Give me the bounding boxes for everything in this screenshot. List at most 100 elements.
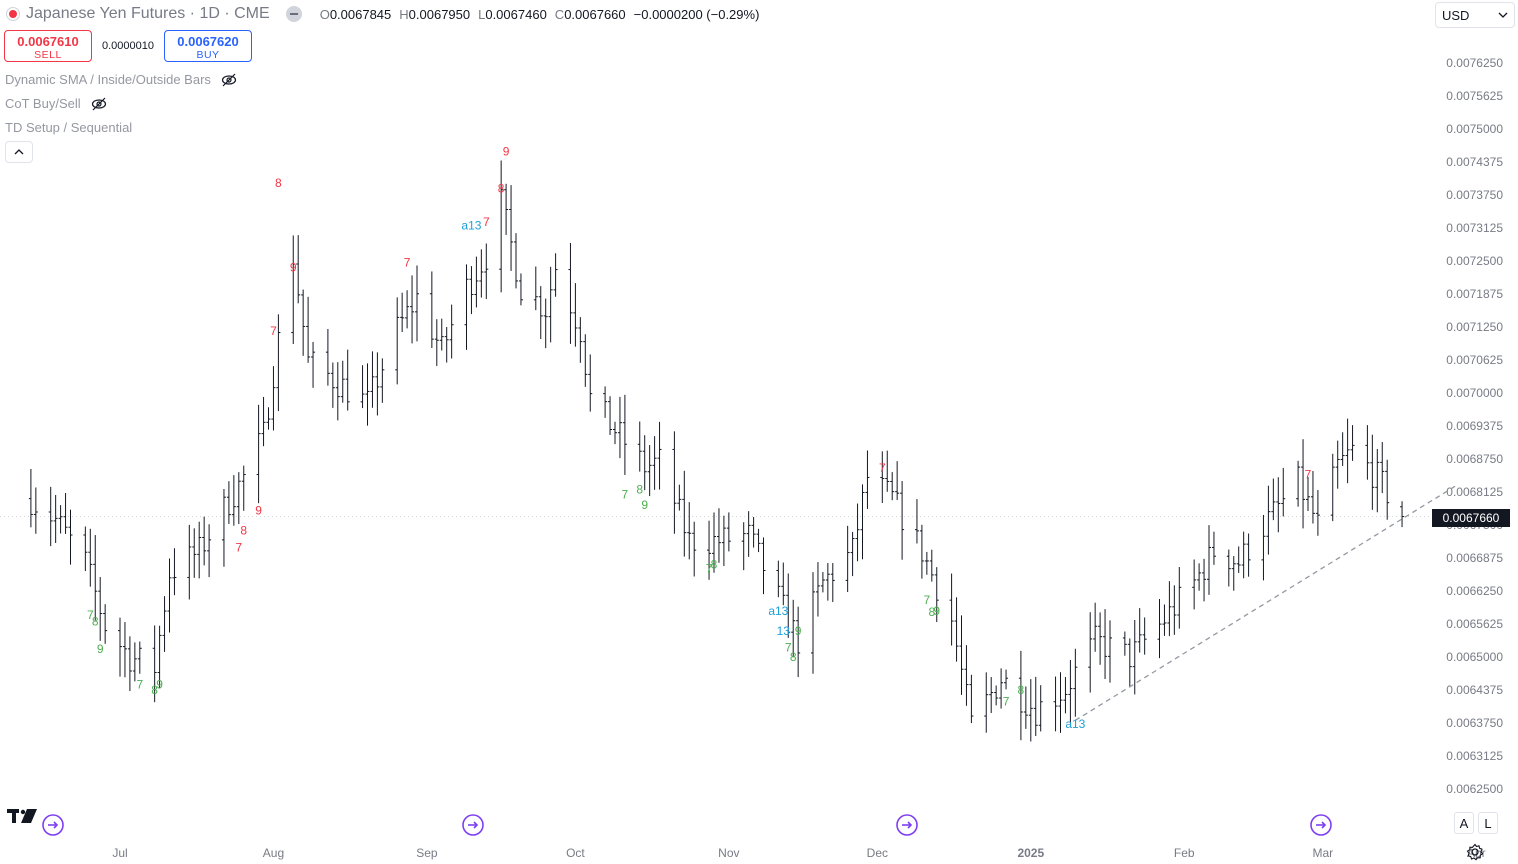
ohlc-bar xyxy=(63,493,68,534)
ohlc-bar xyxy=(1162,604,1167,636)
td-count-label: a13 xyxy=(461,218,481,232)
ohlc-bar xyxy=(726,512,731,552)
ohlc-bar xyxy=(1350,425,1355,461)
ohlc-bar xyxy=(405,290,410,329)
ohlc-bar xyxy=(949,573,954,646)
indicator-td-sequential[interactable]: TD Setup / Sequential xyxy=(5,120,132,135)
ohlc-bar xyxy=(509,185,514,271)
ohlc-bar xyxy=(469,266,474,315)
indicator-cot-buy-sell[interactable]: CoT Buy/Sell xyxy=(5,96,107,111)
collapse-legend-icon[interactable] xyxy=(285,6,302,22)
indicator-dynamic-sma[interactable]: Dynamic SMA / Inside/Outside Bars xyxy=(5,72,237,87)
ohlc-bar xyxy=(707,520,712,580)
time-axis[interactable]: Jul Aug Sep Oct Nov Dec 2025 Feb Mar Apr xyxy=(112,846,1485,860)
ohlc-bar xyxy=(588,354,593,412)
ohlc-bar xyxy=(548,266,553,343)
event-marker-icon[interactable] xyxy=(42,814,64,836)
price-tick-label: 0.0066875 xyxy=(1446,551,1503,565)
ohlc-bar xyxy=(118,617,122,677)
ohlc-bar xyxy=(890,472,895,501)
ohlc-bar xyxy=(746,511,751,557)
td-count-label: 8 xyxy=(275,176,282,190)
td-count-label: 9 xyxy=(156,678,163,692)
price-tick-label: 0.0062500 xyxy=(1446,782,1503,796)
ohlc-bar xyxy=(325,328,330,386)
sell-button[interactable]: 0.0067610 SELL xyxy=(4,30,92,62)
ohlc-bar xyxy=(1197,563,1202,591)
price-tick-label: 0.0070000 xyxy=(1446,386,1503,400)
price-tick-label: 0.0072500 xyxy=(1446,254,1503,268)
td-count-label: 8 xyxy=(240,524,247,538)
dashed-trend-line[interactable] xyxy=(1075,484,1457,721)
gear-icon[interactable] xyxy=(1466,843,1484,861)
time-tick-label: Oct xyxy=(566,846,585,860)
ohlc-bar xyxy=(1202,558,1207,602)
ohlc-bar xyxy=(68,509,73,565)
event-marker-icon[interactable] xyxy=(462,814,484,836)
price-tick-label: 0.0070625 xyxy=(1446,353,1503,367)
ohlc-bar xyxy=(83,526,88,572)
ohlc-bar xyxy=(721,515,726,567)
eye-off-icon[interactable] xyxy=(91,97,107,111)
currency-value: USD xyxy=(1442,7,1470,23)
ohlc-bar xyxy=(712,512,716,573)
price-tick-label: 0.0075000 xyxy=(1446,122,1503,136)
ohlc-bar xyxy=(716,508,721,563)
collapse-indicators-button[interactable] xyxy=(5,141,33,163)
td-count-label: 7 xyxy=(879,461,886,475)
ohlc-bar xyxy=(1241,531,1246,579)
ohlc-bar xyxy=(1261,514,1266,581)
tradingview-logo-icon[interactable] xyxy=(6,806,40,826)
event-marker-icon[interactable] xyxy=(896,814,918,836)
ohlc-bar xyxy=(395,297,400,385)
price-tick-label: 0.0076250 xyxy=(1446,56,1503,70)
high-label: H xyxy=(399,6,409,22)
td-count-label: 8 xyxy=(636,482,643,496)
ohlc-bar xyxy=(860,484,865,560)
ohlc-values: O 0.0067845 H 0.0067950 L 0.0067460 C 0.0067… xyxy=(320,7,760,22)
chevron-up-icon xyxy=(14,149,24,155)
eye-off-icon[interactable] xyxy=(221,73,237,87)
change-value: −0.0000200 (−0.29%) xyxy=(633,6,760,22)
td-count-label: 8 xyxy=(790,650,797,664)
td-count-label: 7 xyxy=(785,641,792,655)
ohlc-bar xyxy=(820,572,825,593)
td-count-label: 8 xyxy=(928,605,935,619)
price-axis[interactable]: 0.0076250 0.0075625 0.0075000 0.0074375 0.00… xyxy=(1446,56,1503,796)
ohlc-bar xyxy=(657,421,662,490)
ohlc-bar xyxy=(241,465,246,511)
td-count-label: 7 xyxy=(1003,695,1010,709)
td-count-label: 8 xyxy=(92,614,99,628)
ohlc-bar xyxy=(1053,676,1058,732)
ohlc-bar xyxy=(791,599,796,658)
currency-select[interactable]: USD xyxy=(1435,2,1515,28)
ohlc-bar xyxy=(1345,418,1350,484)
trend-line[interactable] xyxy=(1075,484,1457,721)
ohlc-bar xyxy=(157,625,162,689)
sell-label: SELL xyxy=(34,49,62,61)
td-count-label: 9 xyxy=(795,624,802,638)
price-tick-label: 0.0063750 xyxy=(1446,716,1503,730)
indicator-name: CoT Buy/Sell xyxy=(5,96,81,111)
ohlc-bar xyxy=(276,314,281,412)
symbol-title[interactable]: Japanese Yen Futures · 1D · CME xyxy=(26,5,270,22)
ohlc-bar xyxy=(479,249,484,298)
ohlc-bar xyxy=(583,334,588,387)
time-tick-label: Dec xyxy=(867,846,888,860)
ohlc-bar xyxy=(370,351,375,408)
td-count-label: 7 xyxy=(136,678,143,692)
event-marker-icon[interactable] xyxy=(1310,814,1332,836)
price-tick-label: 0.0068750 xyxy=(1446,452,1503,466)
ohlc-bar xyxy=(1301,439,1306,529)
ohlc-bar xyxy=(959,615,964,695)
ohlc-bar xyxy=(122,622,127,678)
ohlc-bar xyxy=(880,451,885,504)
buy-button[interactable]: 0.0067620 BUY xyxy=(164,30,252,62)
auto-scale-button[interactable]: A xyxy=(1454,812,1474,834)
log-scale-button[interactable]: L xyxy=(1478,812,1498,834)
ohlc-bar xyxy=(1023,686,1028,729)
ohlc-bar xyxy=(192,528,197,578)
ohlc-bar xyxy=(1142,617,1147,655)
close-label: C xyxy=(554,6,565,22)
